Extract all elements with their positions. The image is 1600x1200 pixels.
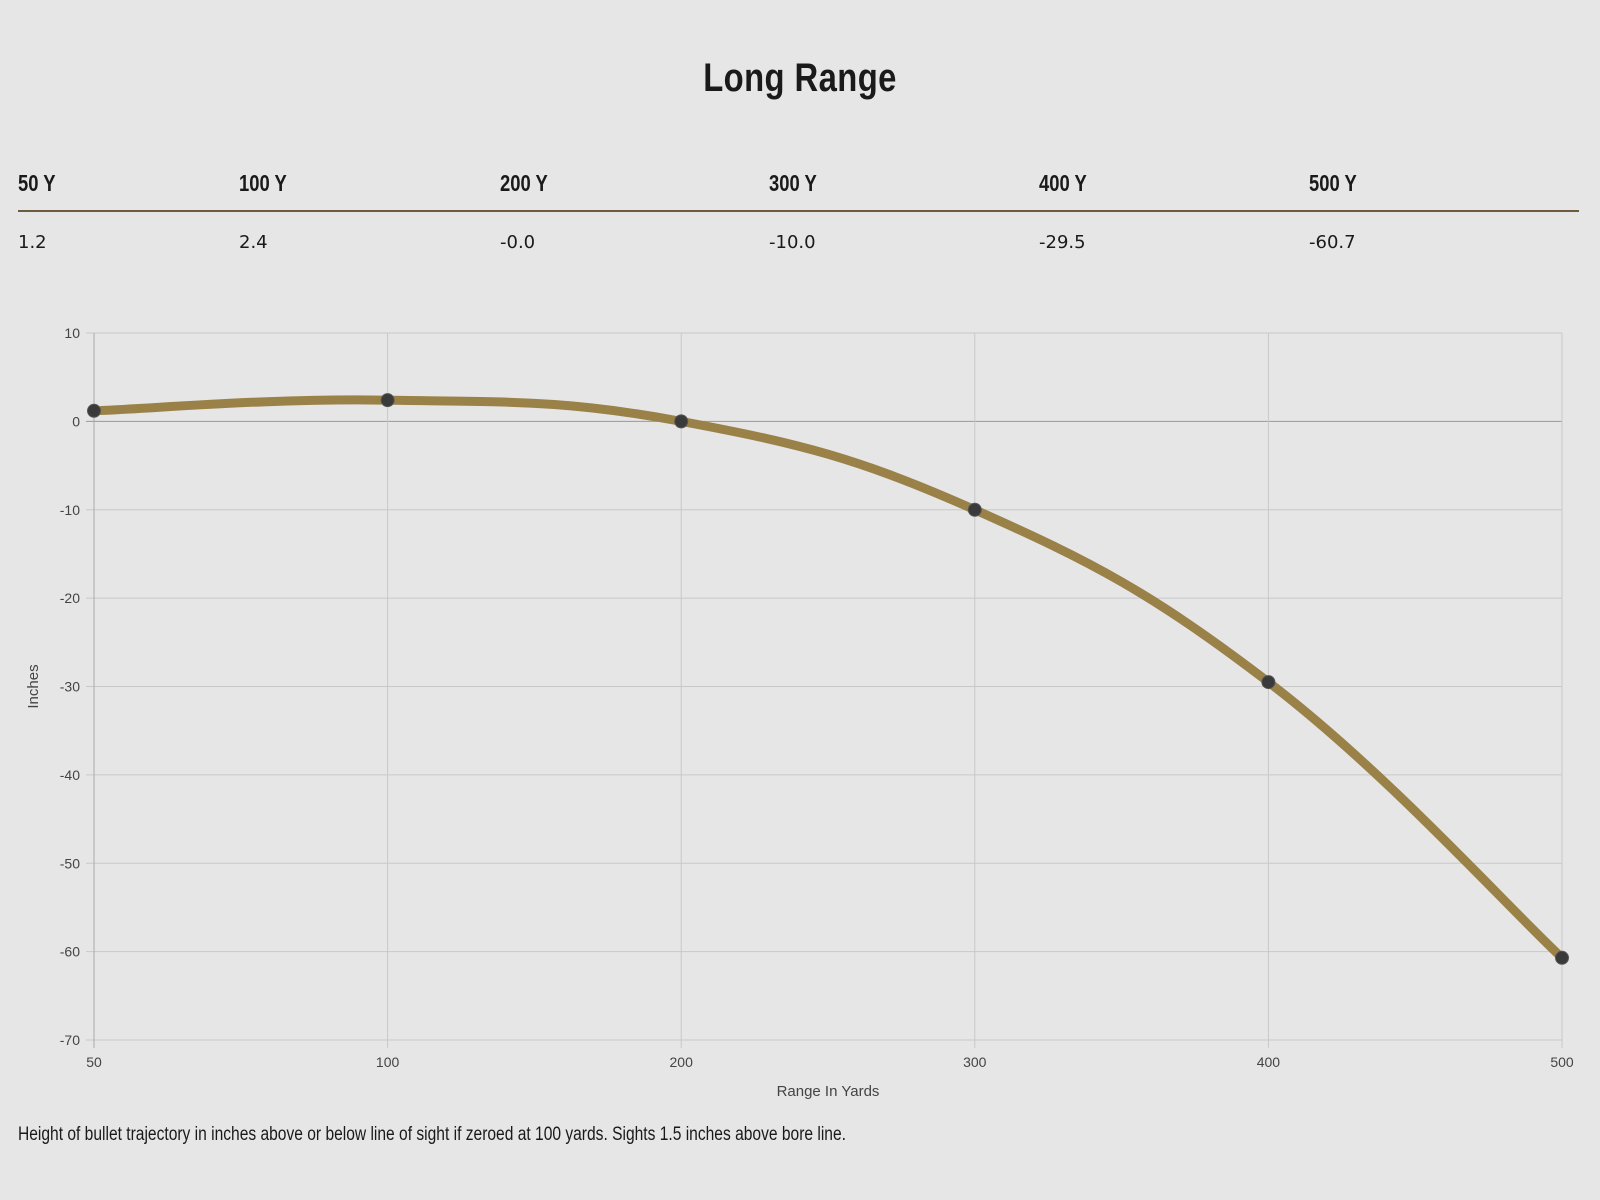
table-header: 100 Y	[239, 170, 287, 196]
y-tick-label: -60	[60, 944, 80, 960]
x-tick-label: 50	[86, 1054, 102, 1070]
y-tick-label: 10	[64, 325, 80, 341]
x-tick-label: 100	[376, 1054, 400, 1070]
y-tick-label: -70	[60, 1032, 80, 1048]
table-cell: -60.7	[1309, 232, 1356, 253]
table-header: 400 Y	[1039, 170, 1087, 196]
data-point	[674, 414, 689, 429]
page-title: Long Range	[703, 56, 897, 100]
table-divider	[18, 210, 1579, 212]
trajectory-line	[89, 395, 1567, 963]
data-point	[1261, 675, 1276, 690]
y-tick-label: -10	[60, 502, 80, 518]
x-tick-label: 300	[963, 1054, 987, 1070]
table-cell: 1.2	[18, 232, 47, 253]
y-tick-label: 0	[72, 413, 80, 429]
y-tick-label: -30	[60, 679, 80, 695]
x-tick-label: 200	[670, 1054, 694, 1070]
y-tick-label: -40	[60, 767, 80, 783]
table-header: 200 Y	[500, 170, 548, 196]
data-point	[967, 502, 982, 517]
table-header: 50 Y	[18, 170, 56, 196]
x-tick-label: 400	[1257, 1054, 1281, 1070]
data-point	[87, 403, 101, 418]
table-header: 300 Y	[769, 170, 817, 196]
data-point	[380, 393, 395, 408]
x-tick-label: 500	[1550, 1054, 1574, 1070]
x-axis-title: Range In Yards	[777, 1083, 880, 1100]
table-cell: 2.4	[239, 232, 268, 253]
data-point	[1555, 950, 1569, 965]
y-axis-title: Inches	[25, 664, 42, 708]
table-cell: -0.0	[500, 232, 536, 253]
y-tick-label: -50	[60, 855, 80, 871]
footnote: Height of bullet trajectory in inches ab…	[18, 1124, 846, 1145]
table-cell: -29.5	[1039, 232, 1086, 253]
table-cell: -10.0	[769, 232, 816, 253]
table-header: 500 Y	[1309, 170, 1357, 196]
y-tick-label: -20	[60, 590, 80, 606]
